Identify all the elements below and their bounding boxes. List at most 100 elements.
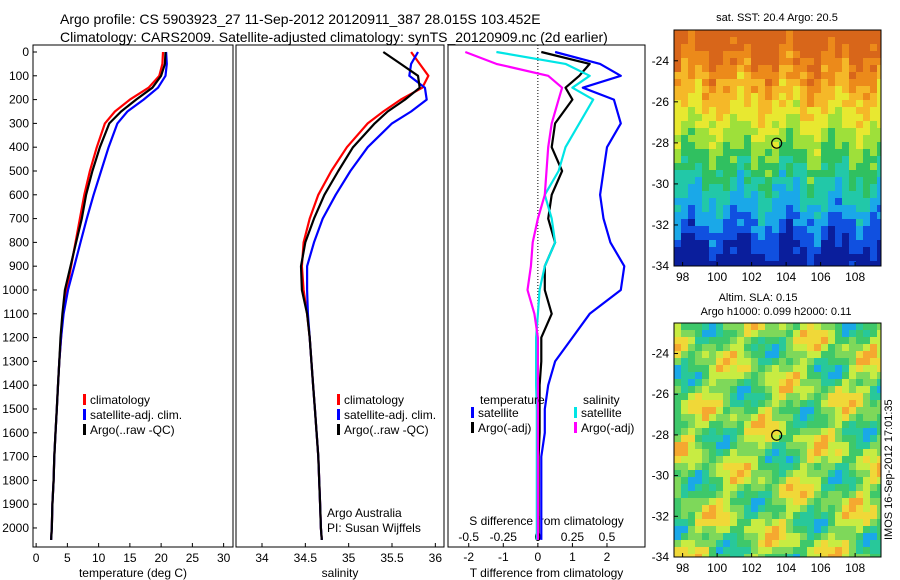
sst-map-cell xyxy=(800,198,807,205)
sla-map-cell xyxy=(856,414,863,421)
sst-map-cell xyxy=(800,93,807,100)
sla-map-cell xyxy=(807,379,814,386)
sla-map-cell xyxy=(695,470,702,477)
sst-map-cell xyxy=(765,149,772,156)
sst-map-cell xyxy=(786,142,793,149)
sla-map-cell xyxy=(674,421,681,428)
sst-map-cell xyxy=(765,219,772,226)
difference-tick-label: -1 xyxy=(498,550,509,564)
sst-map-cell xyxy=(744,114,751,121)
sla-map-cell xyxy=(772,400,779,407)
sst-map-cell xyxy=(828,114,835,121)
sst-map-cell xyxy=(695,100,702,107)
sla-map-cell xyxy=(758,533,765,540)
sst-map-cell xyxy=(744,72,751,79)
sla-map-cell xyxy=(793,393,800,400)
sst-map-cell xyxy=(842,191,849,198)
sst-map-cell xyxy=(863,79,870,86)
sla-map-cell xyxy=(709,442,716,449)
sla-map-cell xyxy=(849,505,856,512)
sla-map-cell xyxy=(849,435,856,442)
sla-map-cell xyxy=(681,344,688,351)
sst-map-cell xyxy=(695,65,702,72)
sla-map-cell xyxy=(737,393,744,400)
sla-map-cell xyxy=(856,526,863,533)
sst-map-cell xyxy=(807,191,814,198)
sst-map-cell xyxy=(688,205,695,212)
sst-map-cell xyxy=(856,219,863,226)
sla-map-cell xyxy=(842,386,849,393)
sla-map-cell xyxy=(751,386,758,393)
sst-map-cell xyxy=(800,219,807,226)
sst-map-cell xyxy=(877,58,881,65)
sla-lon-tick-label: 108 xyxy=(845,561,865,575)
sst-map-cell xyxy=(828,37,835,44)
temperature-legend-swatch xyxy=(83,394,86,405)
sla-map-cell xyxy=(716,358,723,365)
sla-map-cell xyxy=(765,337,772,344)
sla-map-cell xyxy=(744,421,751,428)
sst-map-cell xyxy=(877,30,881,37)
sst-map-cell xyxy=(814,261,821,266)
sst-map-cell xyxy=(702,37,709,44)
sst-map-cell xyxy=(786,219,793,226)
sst-map-cell xyxy=(800,156,807,163)
sla-map-cell xyxy=(828,344,835,351)
sst-map-cell xyxy=(793,254,800,261)
sla-lon-tick-label: 100 xyxy=(707,561,727,575)
sst-map-cell xyxy=(842,177,849,184)
sst-map-cell xyxy=(730,86,737,93)
sla-map-cell xyxy=(786,547,793,554)
sst-map-cell xyxy=(730,121,737,128)
sst-map-cell xyxy=(744,184,751,191)
sst-map-cell xyxy=(674,114,681,121)
sst-map-cell xyxy=(681,156,688,163)
sst-map-cell xyxy=(751,114,758,121)
sst-map-cell xyxy=(786,107,793,114)
imos-timestamp: IMOS 16-Sep-2012 17:01:35 xyxy=(883,399,895,540)
sst-map-cell xyxy=(779,149,786,156)
sst-map-cell xyxy=(793,86,800,93)
sla-map-cell xyxy=(793,484,800,491)
sst-map-cell xyxy=(835,135,842,142)
sla-map-cell xyxy=(758,442,765,449)
sla-map-cell xyxy=(842,477,849,484)
sla-map-cell xyxy=(716,470,723,477)
sla-map-cell xyxy=(702,505,709,512)
sla-map-cell xyxy=(751,351,758,358)
sla-map-cell xyxy=(744,393,751,400)
sla-map-cell xyxy=(863,400,870,407)
sst-map-cell xyxy=(807,107,814,114)
sst-map-cell xyxy=(779,58,786,65)
sst-map-cell xyxy=(709,121,716,128)
sst-map-cell xyxy=(709,191,716,198)
sst-map-cell xyxy=(730,58,737,65)
sla-map-cell xyxy=(835,477,842,484)
sst-map-cell xyxy=(772,191,779,198)
sst-map-cell xyxy=(681,30,688,37)
sst-map-cell xyxy=(779,247,786,254)
sla-map-cell xyxy=(842,498,849,505)
sla-map-title-line-2: Argo h1000: 0.099 h2000: 0.11 xyxy=(701,306,852,318)
sla-map-cell xyxy=(695,400,702,407)
sla-map-cell xyxy=(786,400,793,407)
sla-map-cell xyxy=(779,498,786,505)
sla-map-cell xyxy=(835,554,842,557)
sst-map-cell xyxy=(779,163,786,170)
sst-map-cell xyxy=(870,156,877,163)
sla-map-cell xyxy=(870,540,877,547)
sst-map-cell xyxy=(800,44,807,51)
sla-map-cell xyxy=(674,449,681,456)
sla-map-cell xyxy=(786,323,793,330)
sla-map-cell xyxy=(800,386,807,393)
sst-map-cell xyxy=(793,107,800,114)
sla-map-cell xyxy=(835,442,842,449)
sst-lat-tick-label: -24 xyxy=(652,54,670,68)
sst-map-cell xyxy=(877,219,881,226)
sst-map-cell xyxy=(828,240,835,247)
sst-map-cell xyxy=(807,93,814,100)
sst-map-cell xyxy=(758,114,765,121)
sla-map-cell xyxy=(821,519,828,526)
sla-map-cell xyxy=(828,393,835,400)
sla-map-cell xyxy=(674,491,681,498)
